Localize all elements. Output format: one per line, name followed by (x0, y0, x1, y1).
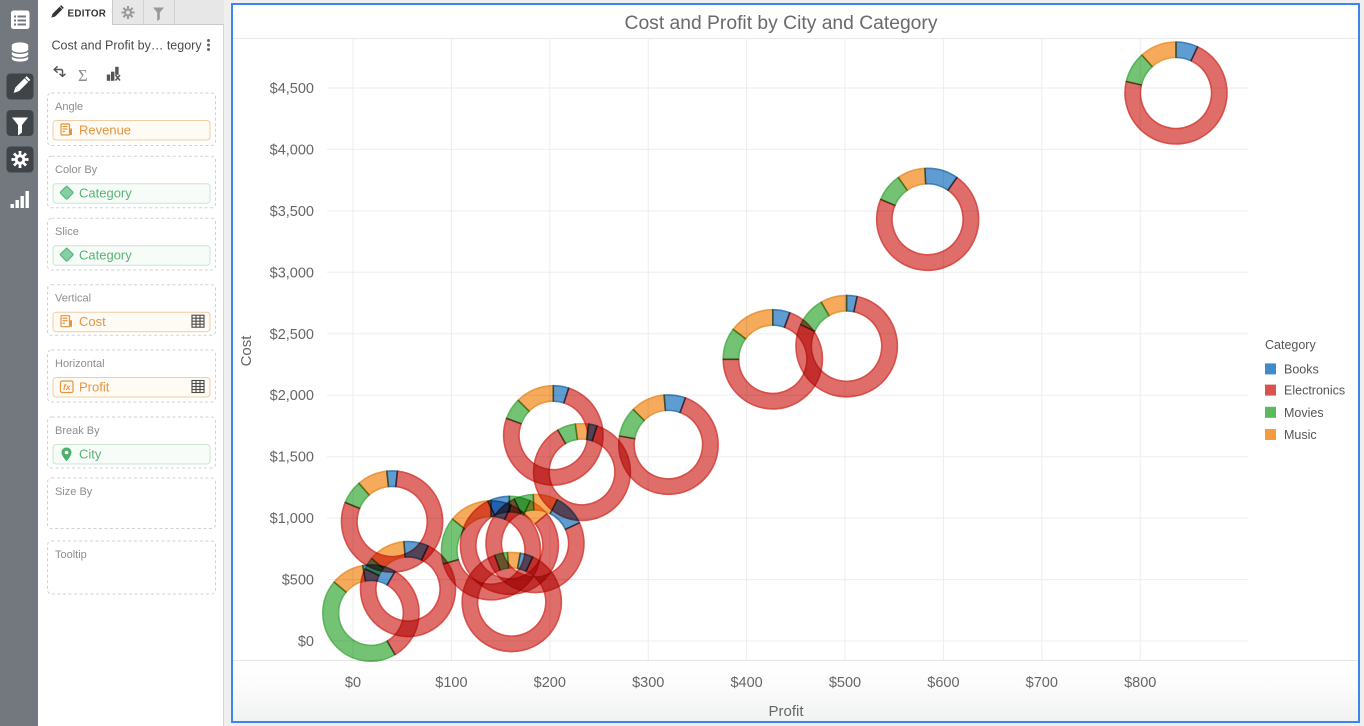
svg-text:EDITOR: EDITOR (68, 9, 107, 20)
svg-text:Category: Category (79, 248, 132, 263)
svg-text:City: City (79, 447, 102, 462)
svg-text:Revenue: Revenue (79, 123, 131, 138)
svg-text:Σ: Σ (78, 66, 88, 85)
svg-text:$200: $200 (534, 675, 566, 691)
svg-text:Vertical: Vertical (55, 293, 91, 305)
svg-text:$1,000: $1,000 (270, 511, 314, 527)
svg-text:Tooltip: Tooltip (55, 549, 87, 561)
svg-text:$700: $700 (1026, 675, 1058, 691)
svg-text:Cost and Profit by City and Ca: Cost and Profit by City and Category (625, 13, 938, 34)
svg-text:Cost and Profit by… tegory: Cost and Profit by… tegory (52, 39, 203, 53)
svg-text:$0: $0 (345, 675, 361, 691)
svg-text:Break By: Break By (55, 425, 100, 437)
svg-text:$1,500: $1,500 (270, 450, 314, 466)
svg-text:Cost: Cost (79, 314, 106, 329)
svg-text:fx: fx (63, 382, 72, 392)
svg-text:Books: Books (1284, 362, 1319, 376)
svg-text:Color By: Color By (55, 164, 98, 176)
svg-text:$4,000: $4,000 (270, 142, 314, 158)
svg-text:Electronics: Electronics (1284, 384, 1345, 398)
svg-text:Category: Category (79, 186, 132, 201)
svg-text:$0: $0 (298, 634, 314, 650)
svg-text:$3,000: $3,000 (270, 265, 314, 281)
svg-text:Cost: Cost (238, 335, 255, 367)
svg-text:$300: $300 (632, 675, 664, 691)
svg-text:$100: $100 (435, 675, 467, 691)
svg-text:Size By: Size By (55, 486, 93, 498)
svg-text:$3,500: $3,500 (270, 204, 314, 220)
svg-text:Profit: Profit (768, 703, 804, 720)
svg-text:$500: $500 (282, 573, 314, 589)
svg-text:$4,500: $4,500 (270, 81, 314, 97)
svg-text:Profit: Profit (79, 380, 110, 395)
svg-text:Music: Music (1284, 428, 1317, 442)
svg-text:Horizontal: Horizontal (55, 358, 105, 370)
svg-text:Category: Category (1265, 338, 1316, 352)
svg-text:$600: $600 (927, 675, 959, 691)
svg-text:Angle: Angle (55, 101, 83, 113)
svg-text:$400: $400 (730, 675, 762, 691)
svg-text:Slice: Slice (55, 226, 79, 238)
svg-text:$500: $500 (829, 675, 861, 691)
svg-text:Movies: Movies (1284, 406, 1324, 420)
svg-text:$2,500: $2,500 (270, 327, 314, 343)
svg-text:$2,000: $2,000 (270, 388, 314, 404)
svg-text:$800: $800 (1124, 675, 1156, 691)
